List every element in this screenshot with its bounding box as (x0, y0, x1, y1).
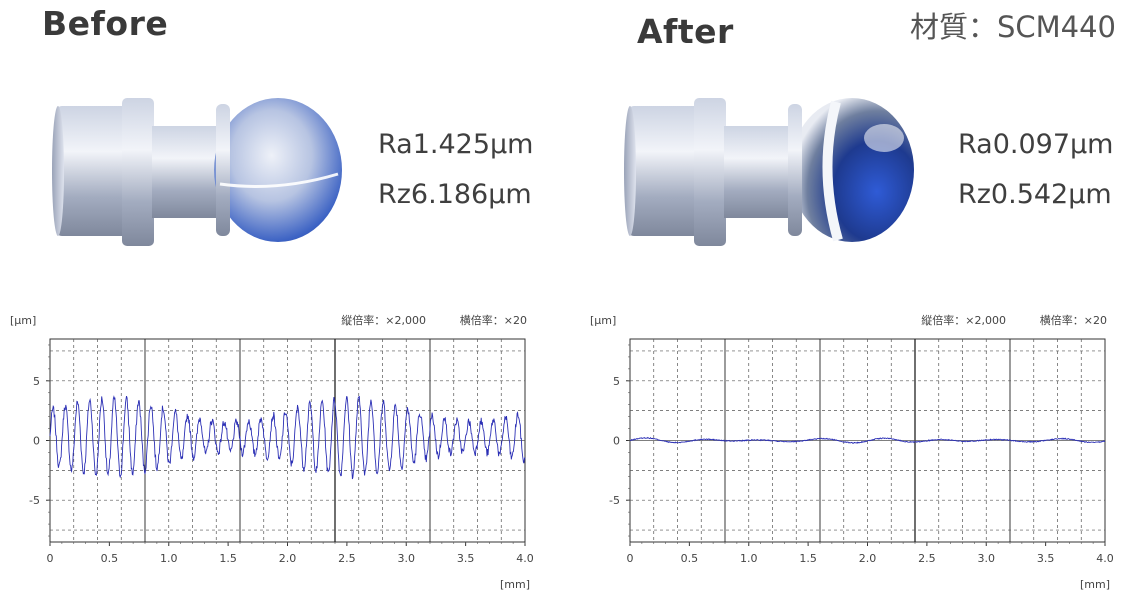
x-tick-label: 4.0 (1096, 552, 1114, 565)
horizontal-magnification: 横倍率：×20 (1040, 313, 1107, 327)
y-tick-label: 0 (613, 435, 620, 448)
x-tick-label: 3.5 (457, 552, 475, 565)
x-unit-label: [mm] (500, 578, 530, 591)
chart-before: [µm] 縦倍率：×2,000 横倍率：×20 5 0 -5 0 0.5 1.0 1.5 2.0 2.… (0, 305, 556, 599)
before-ra: Ra1.425µm (378, 129, 534, 160)
x-tick-label: 4.0 (516, 552, 534, 565)
before-title: Before (42, 4, 169, 43)
horizontal-magnification: 横倍率：×20 (460, 313, 527, 327)
after-ra: Ra0.097µm (958, 129, 1114, 160)
chart-after-svg: [µm] 縦倍率：×2,000 横倍率：×20 5 0 -5 0 0.5 1.0 1.5 2.0 2.… (590, 313, 1114, 591)
y-tick-label: 5 (613, 375, 620, 388)
y-unit-label: [µm] (590, 314, 616, 327)
vertical-magnification: 縦倍率：×2,000 (921, 313, 1006, 327)
x-tick-label: 2.5 (918, 552, 936, 565)
y-unit-label: [µm] (10, 314, 36, 327)
vertical-magnification: 縦倍率：×2,000 (341, 313, 426, 327)
x-unit-label: [mm] (1080, 578, 1110, 591)
material-label: 材質：SCM440 (909, 10, 1116, 44)
x-tick-label: 3.0 (978, 552, 996, 565)
y-tick-label: -5 (29, 494, 40, 507)
profile-trace (629, 436, 1106, 444)
before-part-image (50, 92, 350, 256)
x-tick-label: 3.5 (1037, 552, 1055, 565)
x-tick-label: 0 (627, 552, 634, 565)
x-tick-label: 3.0 (398, 552, 416, 565)
after-rz: Rz0.542µm (958, 179, 1112, 210)
after-part-image (622, 92, 922, 256)
x-tick-label: 1.5 (799, 552, 817, 565)
x-tick-label: 1.0 (160, 552, 178, 565)
chart-before-svg: [µm] 縦倍率：×2,000 横倍率：×20 5 0 -5 0 0.5 1.0 1.5 2.0 2.… (10, 313, 534, 591)
before-roughness: Ra1.425µm Rz6.186µm (378, 120, 534, 220)
chart-after: [µm] 縦倍率：×2,000 横倍率：×20 5 0 -5 0 0.5 1.0 1.5 2.0 2.… (580, 305, 1136, 599)
after-roughness: Ra0.097µm Rz0.542µm (958, 120, 1114, 220)
x-tick-label: 1.0 (740, 552, 758, 565)
x-tick-label: 0.5 (101, 552, 119, 565)
y-tick-label: 0 (33, 435, 40, 448)
x-tick-label: 0.5 (681, 552, 699, 565)
y-tick-label: 5 (33, 375, 40, 388)
y-tick-label: -5 (609, 494, 620, 507)
x-tick-label: 2.0 (859, 552, 877, 565)
x-tick-label: 0 (47, 552, 54, 565)
after-title: After (637, 12, 734, 51)
x-tick-label: 2.0 (279, 552, 297, 565)
x-tick-label: 2.5 (338, 552, 356, 565)
profile-trace (49, 395, 526, 480)
before-rz: Rz6.186µm (378, 179, 532, 210)
x-tick-label: 1.5 (219, 552, 237, 565)
